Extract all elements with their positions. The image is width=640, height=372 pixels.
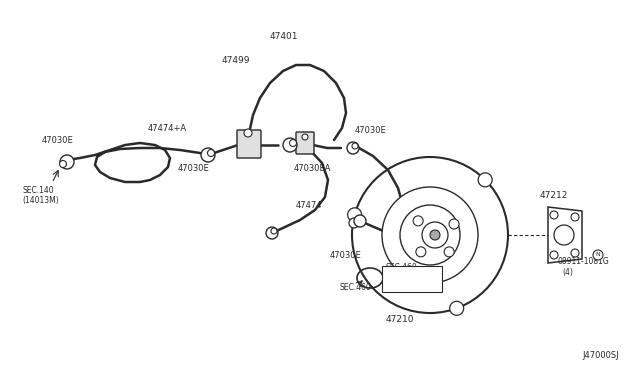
Circle shape [400, 205, 460, 265]
Circle shape [444, 247, 454, 257]
Text: 47030E: 47030E [178, 164, 210, 173]
Text: (46015K): (46015K) [386, 273, 421, 282]
Circle shape [449, 219, 459, 229]
Circle shape [266, 227, 278, 239]
Circle shape [413, 216, 423, 226]
Circle shape [283, 138, 297, 152]
Text: (14013M): (14013M) [22, 196, 59, 205]
Circle shape [302, 134, 308, 140]
Text: 47030E: 47030E [355, 125, 387, 135]
Text: 47499: 47499 [222, 55, 250, 64]
Circle shape [571, 249, 579, 257]
Circle shape [201, 148, 215, 162]
Text: SEC.460: SEC.460 [386, 263, 418, 273]
Circle shape [60, 160, 67, 167]
Text: 47210: 47210 [386, 315, 415, 324]
Circle shape [550, 211, 558, 219]
Circle shape [478, 173, 492, 187]
Circle shape [348, 208, 362, 222]
FancyBboxPatch shape [382, 266, 442, 292]
Text: 47474: 47474 [296, 201, 323, 209]
Text: 08911-1081G: 08911-1081G [558, 257, 610, 266]
Text: 47030E: 47030E [42, 135, 74, 144]
Text: 47474+A: 47474+A [148, 124, 187, 132]
Text: 47401: 47401 [270, 32, 298, 41]
Circle shape [289, 140, 296, 147]
Circle shape [352, 157, 508, 313]
Circle shape [416, 247, 426, 257]
Circle shape [571, 213, 579, 221]
Circle shape [244, 129, 252, 137]
Text: N: N [596, 253, 600, 257]
Circle shape [450, 301, 463, 315]
Circle shape [593, 250, 603, 260]
Text: 47030E: 47030E [330, 250, 362, 260]
Circle shape [550, 251, 558, 259]
Text: SEC.140: SEC.140 [22, 186, 54, 195]
Circle shape [271, 228, 277, 234]
Circle shape [430, 230, 440, 240]
FancyBboxPatch shape [296, 132, 314, 154]
Circle shape [349, 218, 359, 228]
Circle shape [207, 150, 214, 157]
Circle shape [422, 222, 448, 248]
Text: J47000SJ: J47000SJ [582, 352, 619, 360]
Text: (4): (4) [562, 267, 573, 276]
Circle shape [60, 155, 74, 169]
Polygon shape [548, 207, 582, 263]
Circle shape [382, 187, 478, 283]
Circle shape [352, 143, 358, 149]
Text: 47030EA: 47030EA [294, 164, 332, 173]
Circle shape [554, 225, 574, 245]
Circle shape [354, 215, 366, 227]
FancyBboxPatch shape [237, 130, 261, 158]
Circle shape [347, 142, 359, 154]
Text: SEC.460: SEC.460 [340, 283, 372, 292]
Text: 47212: 47212 [540, 190, 568, 199]
